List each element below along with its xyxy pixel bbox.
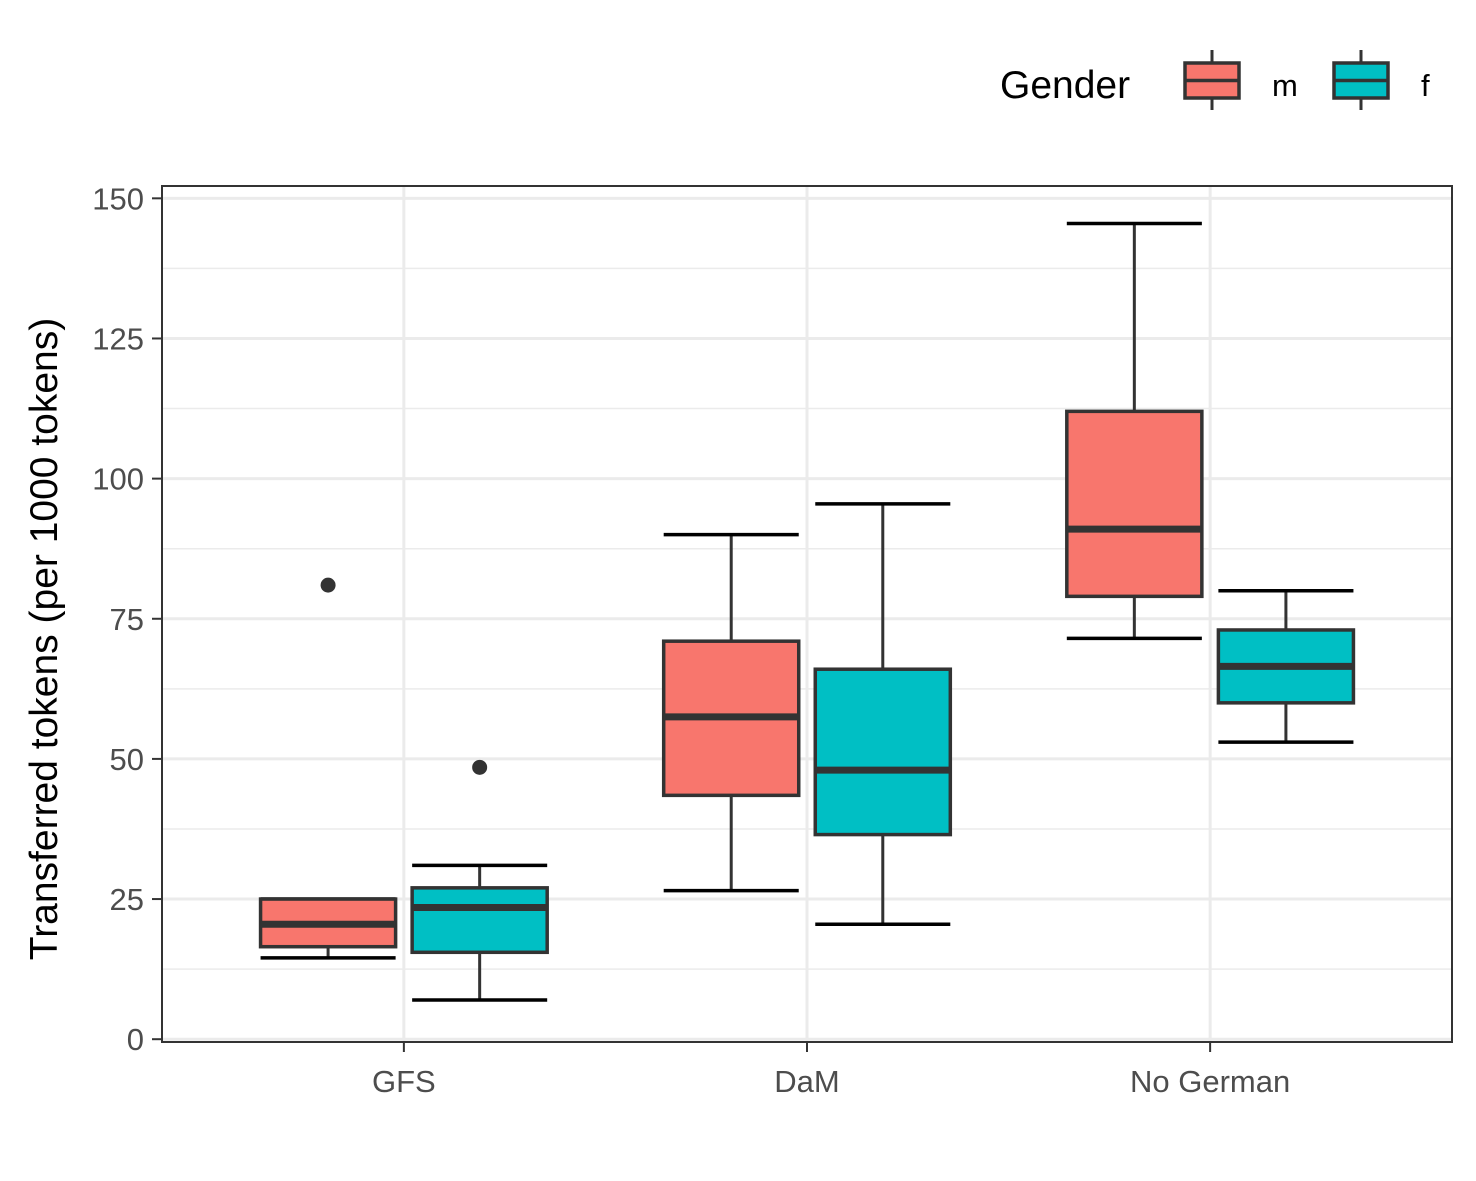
box-f-dam: [813, 502, 953, 927]
outlier-point: [472, 759, 488, 775]
x-axis: GFS DaM No German: [372, 1042, 1290, 1099]
box-m-no-german: [1065, 221, 1204, 641]
y-tick-label: 75: [110, 602, 144, 637]
box-m-dam: [661, 532, 801, 893]
x-tick-label: GFS: [372, 1064, 436, 1099]
box-iqr: [1065, 409, 1204, 599]
y-tick-label: 100: [92, 462, 144, 497]
y-tick-label: 50: [110, 742, 144, 777]
y-tick-label: 125: [92, 321, 144, 356]
y-tick-label: 25: [110, 882, 144, 917]
legend-key-f: [1332, 50, 1390, 110]
legend: Gender m f: [1000, 50, 1430, 110]
y-tick-label: 0: [127, 1022, 144, 1057]
box-m-gfs: [258, 577, 398, 960]
x-tick-label: No German: [1130, 1064, 1290, 1099]
legend-key-m: [1183, 50, 1241, 110]
y-axis-title: Transferred tokens (per 1000 tokens): [23, 318, 66, 960]
box-iqr: [410, 886, 549, 955]
box-f-gfs: [410, 759, 549, 1002]
y-axis: 0 25 50 75 100 125 150: [92, 181, 162, 1057]
y-tick-label: 150: [92, 181, 144, 216]
legend-title: Gender: [1000, 64, 1130, 107]
outlier-point: [320, 577, 336, 593]
boxes-layer: [258, 221, 1356, 1002]
box-f-no-german: [1216, 588, 1356, 744]
legend-label-m: m: [1272, 68, 1298, 103]
x-tick-label: DaM: [774, 1064, 839, 1099]
legend-label-f: f: [1421, 68, 1430, 103]
box-iqr: [813, 667, 953, 837]
